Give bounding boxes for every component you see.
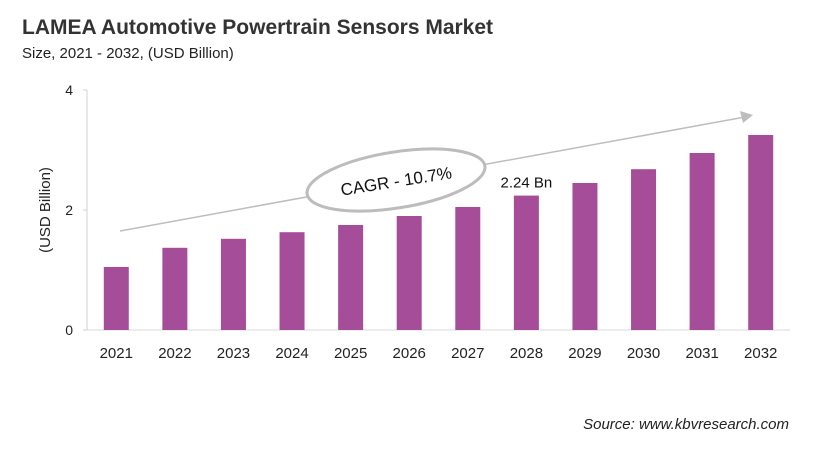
x-tick-label: 2029 — [568, 345, 601, 362]
bar-2022 — [162, 247, 188, 330]
source-note: Source: www.kbvresearch.com — [583, 416, 789, 433]
chart-subtitle: Size, 2021 - 2032, (USD Billion) — [22, 45, 234, 62]
x-tick-label: 2030 — [627, 345, 660, 362]
bar-2027 — [455, 207, 481, 330]
bar-2024 — [279, 232, 305, 330]
bar-2025 — [338, 225, 364, 330]
y-axis-label: (USD Billion) — [37, 167, 54, 253]
y-tick-label: 0 — [65, 322, 73, 338]
cagr-ellipse — [305, 147, 487, 213]
x-tick-label: 2025 — [334, 345, 367, 362]
x-tick-label: 2023 — [217, 345, 250, 362]
bar-2028 — [513, 195, 539, 330]
x-tick-label: 2024 — [275, 345, 308, 362]
trend-arrowhead — [740, 111, 753, 123]
x-tick-label: 2022 — [158, 345, 191, 362]
x-tick-label: 2026 — [393, 345, 426, 362]
x-tick-label: 2032 — [744, 345, 777, 362]
x-tick-label: 2027 — [451, 345, 484, 362]
bar-2026 — [396, 216, 422, 330]
bar-2029 — [572, 183, 598, 330]
y-tick-label: 2 — [65, 202, 73, 218]
bar-2032 — [748, 135, 774, 330]
bar-2030 — [631, 169, 657, 330]
value-label-2028: 2.24 Bn — [501, 175, 553, 192]
x-tick-label: 2028 — [510, 345, 543, 362]
bar-2031 — [689, 153, 715, 330]
bar-2021 — [103, 267, 129, 330]
y-tick-label: 4 — [65, 82, 73, 98]
bar-2023 — [220, 238, 246, 330]
x-tick-label: 2031 — [685, 345, 718, 362]
x-tick-label: 2021 — [100, 345, 133, 362]
chart-title: LAMEA Automotive Powertrain Sensors Mark… — [22, 16, 494, 39]
